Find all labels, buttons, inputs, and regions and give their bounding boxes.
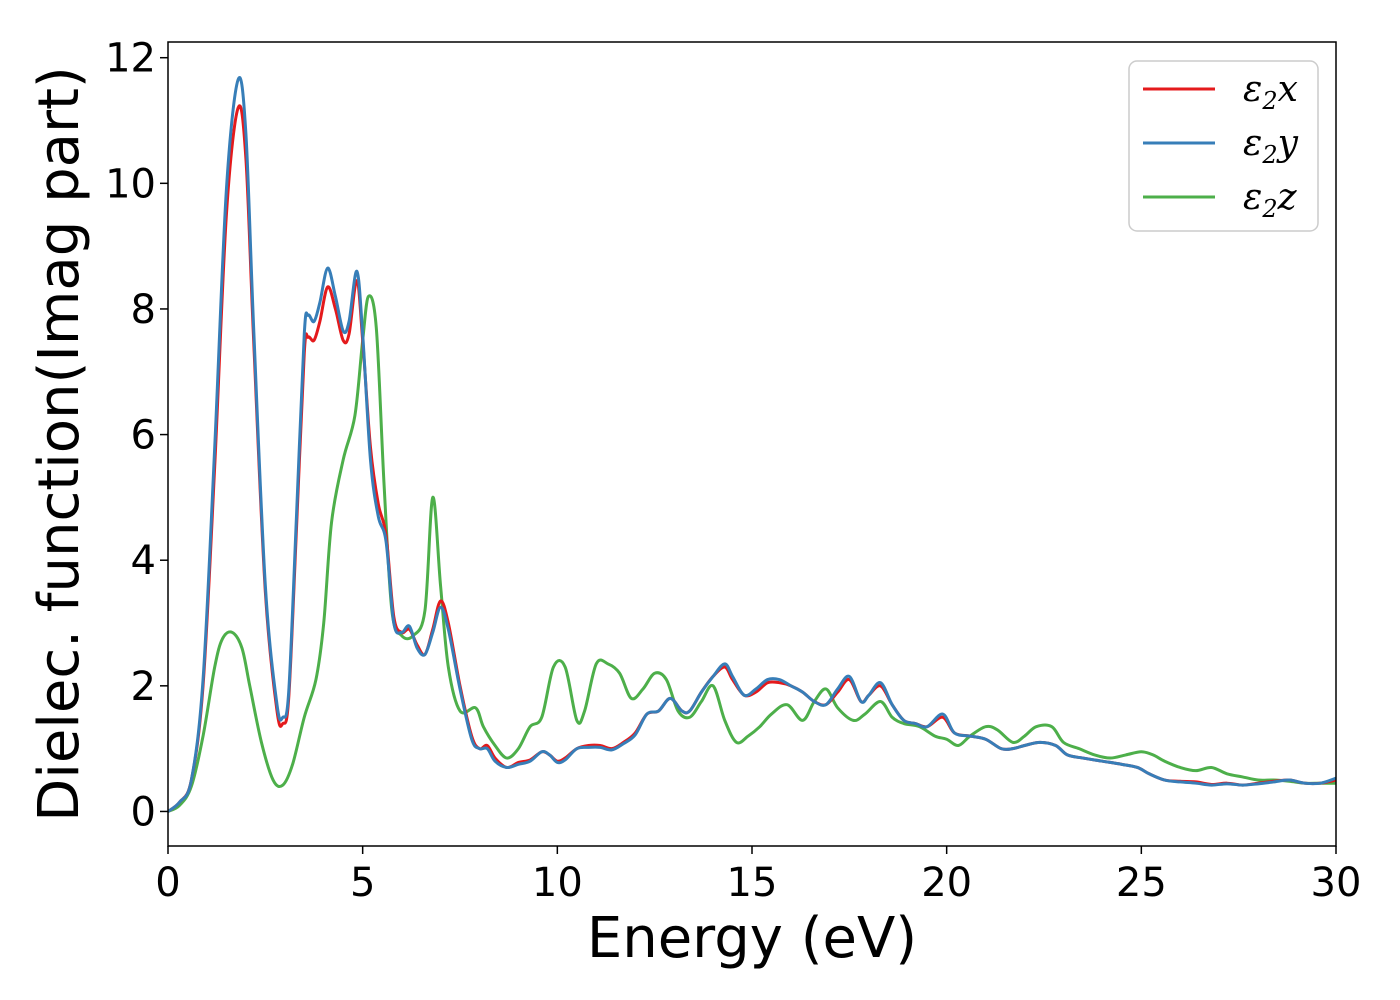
legend-label-z: ε2z	[1243, 177, 1298, 223]
x-tick-label: 20	[921, 860, 972, 906]
series-line-z	[168, 294, 1336, 813]
x-tick-label: 25	[1116, 860, 1167, 906]
x-tick-label: 15	[727, 860, 778, 906]
legend-label-x: ε2x	[1243, 69, 1298, 115]
x-axis: 0 5 10 15 20 25 30	[155, 846, 1361, 906]
series-line-y	[168, 76, 1336, 813]
legend-box	[1128, 60, 1319, 232]
x-tick-label: 10	[532, 860, 583, 906]
y-tick-label: 6	[131, 413, 156, 459]
x-axis-label: Energy (eV)	[587, 906, 917, 971]
y-tick-label: 12	[105, 36, 156, 82]
legend-label-y: ε2y	[1243, 123, 1299, 169]
y-tick-label: 8	[131, 287, 156, 333]
x-tick-label: 0	[155, 860, 180, 906]
plot-area	[168, 76, 1336, 813]
y-axis: 0 2 4 6 8 10 12	[105, 36, 168, 835]
legend: ε2x ε2y ε2z	[1128, 60, 1319, 232]
y-tick-label: 10	[105, 161, 156, 207]
x-tick-label: 5	[350, 860, 375, 906]
y-tick-label: 2	[131, 664, 156, 710]
y-tick-label: 0	[131, 789, 156, 835]
y-axis-label: Dielec. function(Imag part)	[27, 66, 92, 822]
y-tick-label: 4	[131, 538, 156, 584]
x-tick-label: 30	[1311, 860, 1362, 906]
